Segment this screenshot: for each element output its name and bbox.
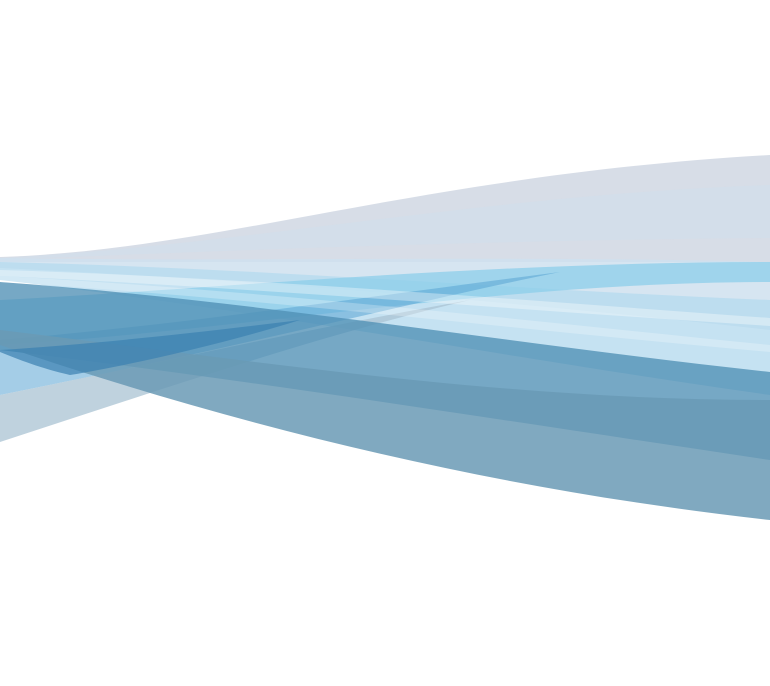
wave-deep-blue-overlap <box>0 320 300 375</box>
wave-slate-blue-bottom <box>0 330 770 520</box>
wave-highlight-stripe-1 <box>0 270 770 326</box>
wave-highlight-stripe-2 <box>0 276 770 352</box>
wave-lavender-inner <box>0 185 770 260</box>
